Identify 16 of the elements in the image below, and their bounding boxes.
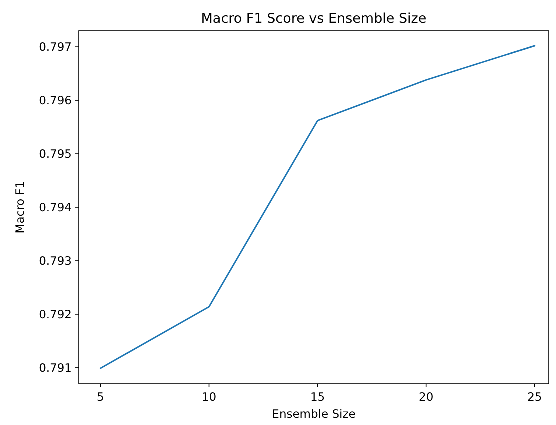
chart-title: Macro F1 Score vs Ensemble Size xyxy=(201,11,427,27)
x-axis-title: Ensemble Size xyxy=(272,407,356,421)
x-tick-label: 5 xyxy=(97,390,104,404)
y-tick-label: 0.797 xyxy=(39,40,72,54)
y-axis-title: Macro F1 xyxy=(13,181,27,234)
x-tick-label: 15 xyxy=(310,390,326,404)
y-tick-label: 0.796 xyxy=(39,94,72,108)
y-tick-label: 0.794 xyxy=(39,200,72,215)
x-tick-label: 20 xyxy=(419,390,434,404)
x-tick-label: 10 xyxy=(202,390,217,404)
y-tick-label: 0.791 xyxy=(39,360,72,375)
x-tick-label: 25 xyxy=(528,390,542,404)
y-tick-label: 0.792 xyxy=(39,307,72,322)
y-tick-label: 0.793 xyxy=(39,254,72,268)
y-tick-label: 0.795 xyxy=(39,147,72,162)
line-series xyxy=(100,45,536,370)
